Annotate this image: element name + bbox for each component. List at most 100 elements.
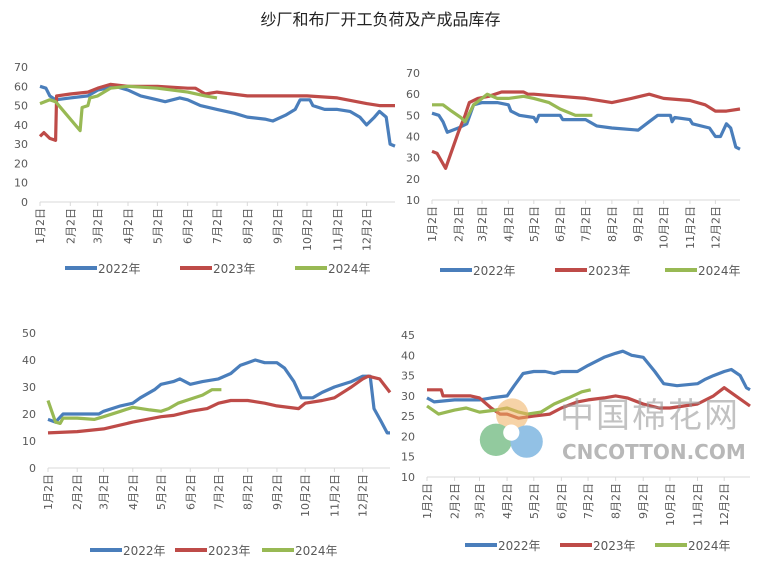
x-tick-label: 7月2日	[582, 483, 595, 519]
y-tick-label: 20	[22, 408, 36, 421]
series-line-2023年	[38, 82, 395, 142]
x-tick-label: 3月2日	[98, 474, 111, 510]
y-tick-label: 45	[401, 329, 415, 342]
x-tick-label: 5月2日	[528, 206, 541, 242]
y-tick-label: 0	[21, 196, 28, 209]
legend-label: 2023年	[213, 262, 256, 276]
y-tick-label: 70	[14, 61, 28, 74]
x-tick-label: 7月2日	[211, 208, 224, 244]
x-tick-label: 5月2日	[151, 208, 164, 244]
x-tick-label: 5月2日	[155, 474, 168, 510]
x-tick-label: 4月2日	[127, 474, 140, 510]
x-tick-label: 9月2日	[637, 483, 650, 519]
x-tick-label: 6月2日	[182, 208, 195, 244]
y-tick-label: 50	[22, 327, 36, 340]
legend-label: 2022年	[98, 262, 141, 276]
x-tick-label: 8月2日	[610, 483, 623, 519]
legend-label: 2022年	[123, 544, 166, 558]
x-tick-label: 3月2日	[476, 206, 489, 242]
legend-label: 2022年	[473, 264, 516, 278]
y-tick-label: 60	[406, 88, 420, 101]
watermark-en: CNCOTTON.COM	[562, 440, 746, 464]
y-tick-label: 20	[401, 430, 415, 443]
x-tick-label: 7月2日	[580, 206, 593, 242]
y-tick-label: 40	[22, 354, 36, 367]
y-tick-label: 60	[14, 80, 28, 93]
y-tick-label: 10	[14, 177, 28, 190]
x-tick-label: 4月2日	[502, 206, 515, 242]
x-tick-label: 11月2日	[328, 474, 341, 517]
y-tick-label: 50	[14, 100, 28, 113]
series-line-2022年	[431, 100, 741, 151]
legend-label: 2022年	[498, 539, 541, 553]
x-tick-label: 12月2日	[357, 474, 370, 517]
y-tick-label: 40	[14, 119, 28, 132]
chart-panel-2: 10 20 30 40 50 60 70 1月2日 2月2日 3月2日 4月2日 5月2日 6月2日 7月…	[406, 67, 741, 278]
x-tick-label: 1月2日	[421, 483, 434, 519]
x-tick-label: 9月2日	[632, 206, 645, 242]
y-tick-label: 50	[406, 109, 420, 122]
x-tick-label: 6月2日	[555, 483, 568, 519]
y-tick-label: 20	[406, 173, 420, 186]
x-tick-label: 1月2日	[34, 208, 47, 244]
y-tick-label: 35	[401, 370, 415, 383]
x-tick-label: 6月2日	[184, 474, 197, 510]
chart-panel-4: 10 15 20 25 30 35 40 45 1月2日 2月2日 3月2日 4月2日 5月2日 6月2日…	[401, 329, 751, 553]
y-tick-label: 40	[406, 131, 420, 144]
chart-panel-3: 0 10 20 30 40 50 1月2日 2月2日 3月2日 4月2日 5月2日 6月2日 7月2日 8…	[22, 327, 392, 558]
series-line-2022年	[47, 358, 390, 435]
x-tick-label: 2月2日	[71, 474, 84, 510]
y-tick-label: 30	[14, 138, 28, 151]
series-line-2023年	[427, 386, 751, 420]
x-tick-label: 8月2日	[606, 206, 619, 242]
series-line-2024年	[432, 92, 593, 124]
legend-label: 2024年	[295, 544, 338, 558]
y-tick-label: 10	[401, 471, 415, 484]
legend-label: 2023年	[208, 544, 251, 558]
x-tick-label: 11月2日	[331, 208, 344, 251]
x-tick-label: 12月2日	[718, 483, 731, 526]
y-tick-label: 0	[29, 462, 36, 475]
x-tick-label: 2月2日	[64, 208, 77, 244]
series-line-2024年	[39, 84, 218, 133]
x-tick-label: 10月2日	[299, 474, 312, 517]
x-tick-label: 3月2日	[92, 208, 105, 244]
legend-label: 2024年	[328, 262, 371, 276]
legend-label: 2023年	[588, 264, 631, 278]
x-tick-label: 1月2日	[42, 474, 55, 510]
x-tick-label: 9月2日	[272, 208, 285, 244]
x-tick-label: 2月2日	[452, 206, 465, 242]
x-tick-label: 12月2日	[361, 208, 374, 251]
series-line-2022年	[39, 84, 396, 148]
x-tick-label: 6月2日	[554, 206, 567, 242]
chart-panel-1: 0 10 20 30 40 50 60 70 1月2日 2月2日 3月2日 4月2日 5月2日 6月2日 7…	[14, 61, 396, 276]
y-tick-label: 30	[22, 381, 36, 394]
legend-label: 2024年	[688, 539, 731, 553]
y-tick-label: 30	[401, 390, 415, 403]
x-tick-label: 2月2日	[449, 483, 462, 519]
figure-title: 纱厂和布厂开工负荷及产成品库存	[260, 10, 501, 29]
x-tick-label: 11月2日	[684, 206, 697, 249]
x-tick-label: 5月2日	[528, 483, 541, 519]
x-tick-label: 10月2日	[301, 208, 314, 251]
x-tick-label: 7月2日	[213, 474, 226, 510]
y-tick-label: 10	[22, 435, 36, 448]
series-line-2022年	[426, 349, 751, 404]
y-tick-label: 25	[401, 410, 415, 423]
y-tick-label: 40	[401, 349, 415, 362]
x-tick-label: 8月2日	[242, 474, 255, 510]
x-tick-label: 4月2日	[122, 208, 135, 244]
y-tick-label: 20	[14, 157, 28, 170]
series-line-2023年	[47, 374, 392, 435]
x-tick-label: 12月2日	[709, 206, 722, 249]
x-tick-label: 10月2日	[664, 483, 677, 526]
x-tick-label: 9月2日	[271, 474, 284, 510]
x-tick-label: 3月2日	[473, 483, 486, 519]
y-tick-label: 30	[406, 152, 420, 165]
legend-label: 2023年	[593, 539, 636, 553]
y-tick-label: 15	[401, 451, 415, 464]
x-tick-label: 11月2日	[692, 483, 705, 526]
x-tick-label: 4月2日	[501, 483, 514, 519]
x-tick-label: 8月2日	[241, 208, 254, 244]
